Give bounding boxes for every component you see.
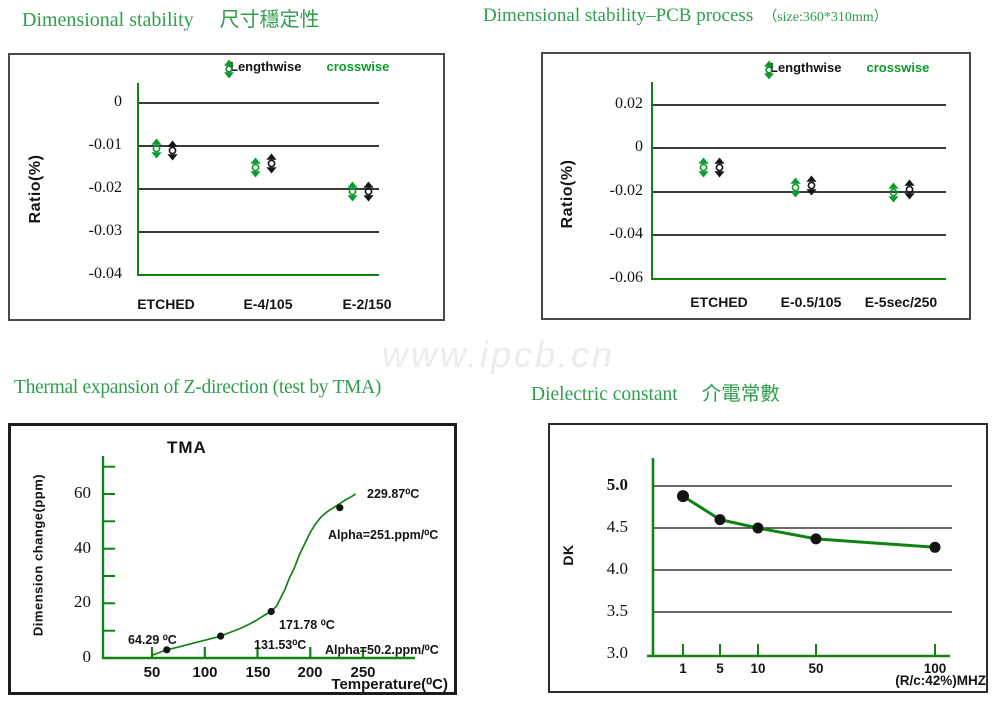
tma-annotation-alpha-below: Alpha=50.2.ppm/⁰C: [325, 643, 439, 657]
legend-label-crosswise: crosswise: [326, 59, 390, 74]
y-tick-label: 0: [114, 93, 122, 110]
gridline: [137, 274, 379, 276]
gridline: [651, 104, 946, 106]
x-tick-label: 100: [192, 664, 218, 681]
section-title-dielectric-constant: Dielectric constant 介電常數: [531, 377, 780, 406]
x-tick-label: 50: [143, 664, 161, 681]
y-tick-label: 60: [74, 483, 91, 502]
x-tick-label: 100: [923, 661, 947, 676]
dk-plot: [647, 458, 952, 658]
x-axis-label: Temperature(⁰C): [331, 676, 448, 693]
updown-arrow-marker: [249, 157, 261, 178]
updown-arrow-marker: [713, 157, 725, 178]
gridline: [137, 102, 379, 104]
updown-arrow-marker: [166, 140, 178, 161]
title-zh: 尺寸穩定性: [219, 9, 320, 31]
tma-annotation-tg: 131.53⁰C: [254, 638, 307, 652]
x-tick-label: 10: [750, 661, 766, 676]
y-tick-label: -0.03: [88, 222, 122, 239]
chart-dimensional-stability: Lengthwise crosswise Ratio(%) 0 -0.01 -0.0…: [8, 53, 445, 321]
x-tick-label: 200: [297, 664, 323, 681]
gridline: [137, 145, 379, 147]
updown-arrow-marker: [224, 59, 234, 79]
updown-arrow-marker: [903, 179, 915, 200]
updown-arrow-marker: [265, 153, 277, 174]
updown-arrow-marker: [805, 175, 817, 195]
category-label: ETCHED: [690, 294, 748, 310]
y-tick-label: -0.06: [609, 269, 643, 286]
y-tick-label: 4.5: [606, 517, 628, 536]
y-tick-label: 0: [82, 647, 92, 666]
chart-dimensional-stability-pcb: Lengthwise crosswise Ratio(%) 0.02 0 -0.02…: [541, 52, 971, 320]
tma-annotation-onset: 64.29 ⁰C: [128, 633, 177, 647]
updown-arrow-marker: [362, 181, 374, 202]
y-tick-label: 4.0: [606, 559, 628, 578]
y-tick-label: -0.04: [88, 265, 122, 282]
x-axis-label: (R/c:42%)MHZ: [895, 673, 986, 688]
y-tick-label: 3.5: [606, 601, 628, 620]
category-label: E-5sec/250: [864, 294, 938, 310]
y-tick-label: 20: [74, 592, 91, 611]
legend-label-lengthwise: Lengthwise: [770, 60, 842, 75]
tma-annotation-end: 229.87⁰C: [367, 487, 420, 501]
y-tick-label: -0.01: [88, 136, 122, 153]
updown-arrow-marker: [789, 177, 801, 198]
updown-arrow-marker: [697, 157, 709, 178]
size-note: （size:360*310mm）: [763, 10, 888, 25]
y-axis-label: Ratio(%): [27, 154, 44, 224]
chart-legend: Lengthwise crosswise: [223, 59, 390, 79]
x-tick-label: 5: [716, 661, 724, 676]
updown-arrow-marker: [887, 182, 899, 203]
watermark: www.ipcb.cn: [382, 334, 616, 375]
x-tick-label: 250: [350, 664, 376, 681]
chart-legend: Lengthwise crosswise: [763, 60, 930, 80]
title-en: Dimensional stability: [22, 9, 194, 31]
y-tick-label: 5.0: [606, 475, 628, 494]
legend-label-crosswise: crosswise: [866, 60, 930, 75]
y-tick-label: -0.02: [609, 182, 643, 199]
chart-tma: TMA Dimension change(ppm) Temperature(⁰C…: [8, 423, 457, 695]
y-tick-label: -0.04: [609, 225, 643, 242]
gridline: [137, 188, 379, 190]
section-title-dimensional-stability: Dimensional stability 尺寸穩定性: [22, 3, 320, 32]
legend-label-lengthwise: Lengthwise: [230, 59, 302, 74]
x-tick-label: 150: [245, 664, 271, 681]
gridline: [651, 147, 946, 149]
gridline: [137, 231, 379, 233]
tma-annotation-mid: 171.78 ⁰C: [279, 618, 335, 632]
category-label: E-0.5/105: [780, 294, 842, 310]
gridline: [651, 278, 946, 280]
chart-title: TMA: [167, 438, 207, 457]
chart-dielectric-constant: DK (R/c:42%)MHZ 5.0 4.5 4.0 3.5 3.0 1 5 10 50 100: [548, 423, 988, 693]
x-tick-label: 50: [808, 661, 824, 676]
y-tick-label: 3.0: [606, 643, 628, 662]
x-tick-label: 1: [679, 661, 687, 676]
updown-arrow-marker: [150, 138, 162, 159]
tma-annotation-alpha-above: Alpha=251.ppm/⁰C: [328, 528, 439, 542]
section-title-thermal-expansion: Thermal expansion of Z-direction (test b…: [14, 377, 381, 399]
gridline: [651, 234, 946, 236]
y-tick-label: 0.02: [615, 95, 643, 112]
tma-plot: [101, 456, 415, 660]
category-label: E-2/150: [342, 296, 392, 312]
y-tick-label: 40: [74, 538, 91, 557]
y-axis: [137, 83, 139, 276]
category-label: ETCHED: [137, 296, 195, 312]
updown-arrow-marker: [346, 181, 358, 202]
section-title-dimensional-stability-pcb: Dimensional stability–PCB process （size:3…: [483, 5, 888, 27]
y-axis: [651, 82, 653, 279]
category-label: E-4/105: [243, 296, 293, 312]
title-zh: 介電常數: [701, 384, 780, 405]
updown-arrow-marker: [764, 60, 774, 80]
title-en: Dimensional stability–PCB process: [483, 5, 754, 26]
title-en: Thermal expansion of Z-direction (test b…: [14, 377, 382, 398]
y-tick-label: 0: [635, 138, 643, 155]
title-en: Dielectric constant: [531, 384, 678, 405]
y-tick-label: -0.02: [88, 179, 122, 196]
